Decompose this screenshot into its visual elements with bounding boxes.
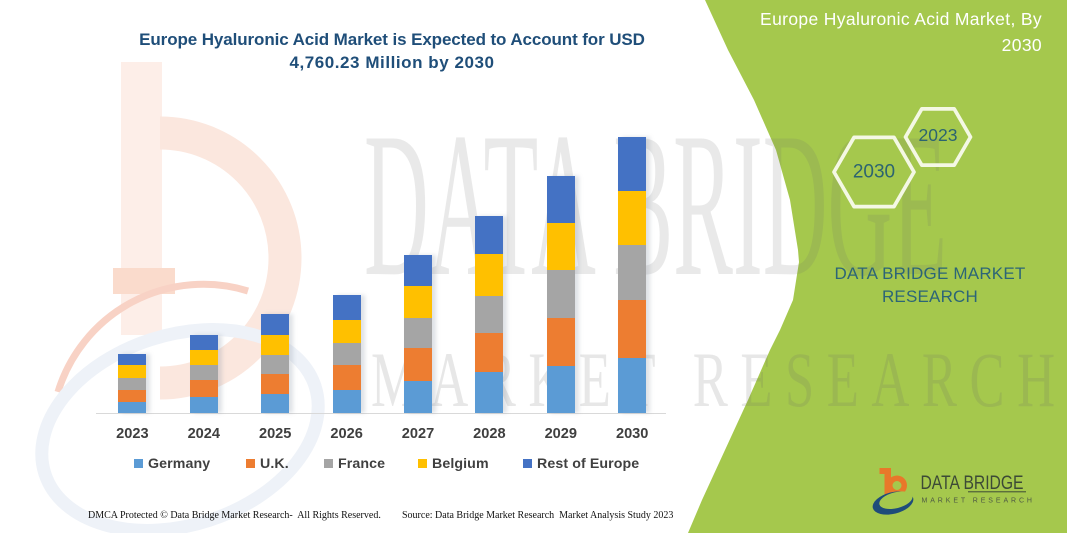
svg-text:MARKET RESEARCH: MARKET RESEARCH [371, 337, 1055, 424]
svg-text:2023: 2023 [919, 125, 958, 145]
svg-text:DATA BRIDGE: DATA BRIDGE [364, 90, 947, 319]
svg-text:MARKET RESEARCH: MARKET RESEARCH [922, 498, 1035, 505]
svg-text:2030: 2030 [853, 162, 895, 183]
svg-text:DATA BRIDGE: DATA BRIDGE [921, 473, 1024, 494]
